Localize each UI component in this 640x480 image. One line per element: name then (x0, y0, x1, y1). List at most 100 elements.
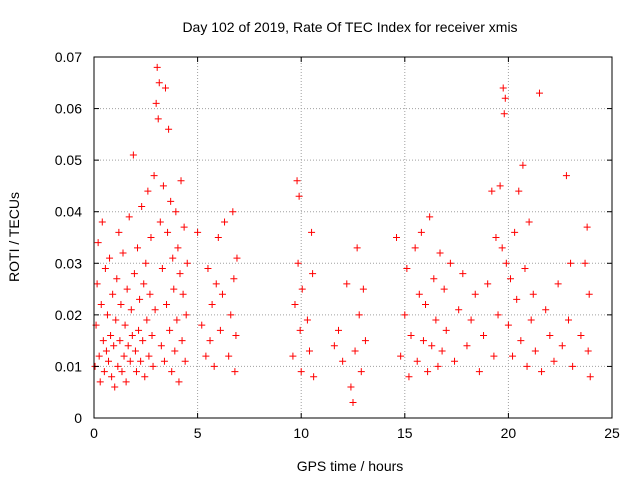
data-point (173, 316, 181, 324)
data-point (463, 342, 471, 350)
data-point (351, 347, 359, 355)
data-point (172, 208, 180, 216)
y-axis-label: ROTI / TECUs (6, 192, 22, 282)
data-point (94, 239, 102, 247)
data-point (149, 362, 157, 370)
data-point (517, 337, 525, 345)
data-point (164, 228, 172, 236)
data-point (103, 311, 111, 319)
data-point (419, 337, 427, 345)
data-point (577, 331, 585, 339)
data-point (562, 172, 570, 180)
data-point (168, 368, 176, 376)
data-point (214, 234, 222, 241)
data-point (529, 290, 537, 298)
data-point (535, 89, 543, 97)
data-point (330, 342, 338, 350)
data-point (175, 378, 183, 386)
data-point (159, 182, 167, 190)
x-tick-label: 15 (397, 425, 413, 441)
data-point (95, 352, 103, 360)
data-point (107, 331, 115, 339)
data-point (178, 337, 186, 345)
data-point (471, 290, 479, 298)
data-point (106, 254, 114, 262)
data-point (480, 331, 488, 339)
data-point (101, 264, 109, 272)
data-point (130, 270, 138, 278)
data-point (347, 383, 355, 391)
data-point (353, 244, 361, 252)
data-point (525, 218, 533, 226)
data-point (434, 362, 442, 370)
data-point (157, 342, 165, 350)
data-point (118, 368, 126, 376)
data-point (212, 280, 220, 288)
data-point (158, 264, 166, 272)
data-point (156, 218, 164, 226)
data-point (550, 357, 558, 365)
data-point (492, 234, 500, 241)
data-point (531, 347, 539, 355)
data-point (422, 301, 430, 309)
data-point (114, 362, 122, 370)
data-point (417, 228, 425, 236)
data-point (105, 357, 113, 365)
data-point (182, 311, 190, 319)
data-point (125, 213, 133, 221)
data-point (564, 316, 572, 324)
data-point (131, 347, 139, 355)
data-point (499, 84, 507, 92)
data-point (502, 259, 510, 267)
data-point (442, 326, 450, 334)
data-point (513, 295, 521, 303)
data-point (144, 187, 152, 195)
data-point (308, 228, 316, 236)
data-point (150, 172, 158, 180)
data-point (155, 79, 163, 87)
data-point (295, 192, 303, 200)
data-point (140, 280, 148, 288)
data-point (183, 259, 191, 267)
data-point (136, 295, 144, 303)
data-point (467, 316, 475, 324)
data-point (179, 290, 187, 298)
grid-lines (94, 57, 612, 418)
data-point (583, 223, 591, 231)
data-point (558, 342, 566, 350)
data-point (99, 337, 107, 345)
data-point (198, 321, 206, 329)
data-point (147, 234, 155, 241)
data-point (208, 301, 216, 309)
data-point (584, 347, 592, 355)
data-point (93, 280, 101, 288)
data-point (171, 347, 179, 355)
data-point (515, 187, 523, 195)
data-point (586, 373, 594, 381)
data-point (297, 368, 305, 376)
data-point (428, 342, 436, 350)
data-point (111, 383, 119, 391)
data-point (498, 244, 506, 252)
data-point (411, 244, 419, 252)
data-point (294, 259, 302, 267)
data-point (134, 244, 142, 252)
data-point (405, 373, 413, 381)
data-point (124, 342, 132, 350)
data-point (120, 352, 128, 360)
data-point (296, 326, 304, 334)
plot-frame (93, 56, 613, 419)
data-point (289, 352, 297, 360)
y-tick-label: 0.03 (55, 255, 82, 271)
data-point (506, 275, 514, 283)
data-point (451, 357, 459, 365)
data-point (148, 331, 156, 339)
data-point (440, 285, 448, 293)
data-point (116, 337, 124, 345)
data-point (167, 197, 175, 205)
data-point (151, 306, 159, 314)
data-point (527, 316, 535, 324)
data-point (160, 357, 168, 365)
data-point (112, 316, 120, 324)
